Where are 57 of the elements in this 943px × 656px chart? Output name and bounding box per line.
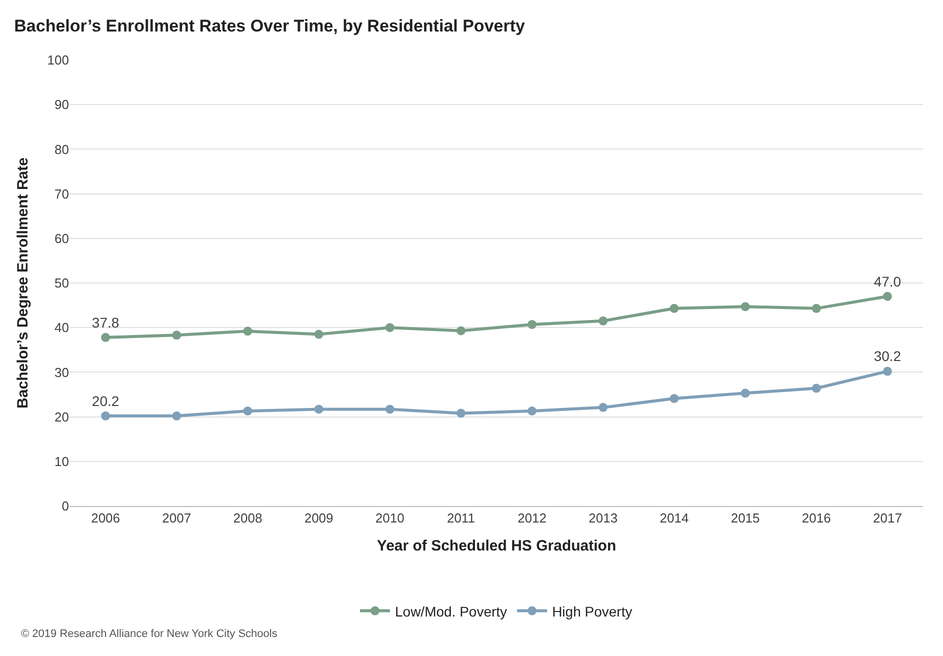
y-tick-label: 50	[54, 276, 69, 291]
point	[812, 384, 821, 393]
data-label: 37.8	[92, 314, 120, 330]
point	[385, 323, 394, 332]
point	[528, 406, 537, 416]
x-axis-title: Year of Scheduled HS Graduation	[376, 538, 616, 555]
point	[598, 316, 608, 326]
x-tick-label: 2014	[660, 510, 689, 526]
x-tick-label: 2015	[730, 510, 760, 526]
y-tick-label: 0	[62, 498, 69, 514]
data-label: 20.2	[92, 392, 120, 409]
point	[740, 302, 750, 312]
x-tick-label: 2009	[304, 510, 334, 526]
point	[243, 406, 252, 416]
y-tick-label: 40	[54, 320, 69, 336]
data-label: 30.2	[874, 348, 902, 364]
point	[740, 388, 750, 398]
x-tick-label: 2016	[802, 510, 831, 526]
point	[598, 402, 608, 412]
y-tick-label: 100	[47, 52, 69, 68]
point	[385, 404, 394, 414]
point	[670, 394, 679, 404]
point	[243, 326, 252, 336]
point	[882, 366, 892, 376]
point	[670, 304, 679, 313]
y-axis-title: Bachelor’s Degree Enrollment Rate	[14, 158, 32, 408]
point	[101, 411, 110, 420]
y-tick-label: 80	[54, 142, 69, 157]
point	[812, 304, 821, 313]
point	[172, 411, 182, 420]
point	[882, 292, 892, 301]
x-tick-label: 2012	[518, 510, 546, 526]
point	[172, 330, 182, 340]
x-tick-label: 2007	[162, 510, 192, 526]
legend-label: High Poverty	[552, 603, 632, 620]
x-tick-label: 2010	[375, 510, 404, 526]
x-tick-label: 2011	[446, 510, 475, 526]
x-tick-label: 2008	[233, 510, 262, 526]
y-tick-label: 90	[54, 97, 69, 112]
point	[528, 320, 537, 329]
chart-title: Bachelor’s Enrollment Rates Over Time, by Residential Poverty	[14, 16, 526, 36]
data-label: 47.0	[874, 273, 902, 290]
point	[456, 326, 466, 336]
point	[314, 404, 324, 414]
y-tick-label: 70	[54, 186, 69, 202]
y-tick-label: 20	[54, 409, 69, 424]
x-tick-label: 2013	[588, 510, 618, 526]
y-tick-label: 30	[54, 364, 69, 380]
point	[101, 332, 110, 342]
x-tick-label: 2017	[873, 510, 902, 526]
text: © 2019 Research Alliance for New York City Schools	[21, 628, 278, 640]
x-tick-label: 2006	[91, 510, 120, 526]
legend-label: Low/Mod. Poverty	[395, 603, 508, 620]
y-tick-label: 10	[54, 454, 69, 469]
point	[314, 330, 324, 339]
point	[456, 408, 466, 418]
y-tick-label: 60	[54, 230, 69, 246]
